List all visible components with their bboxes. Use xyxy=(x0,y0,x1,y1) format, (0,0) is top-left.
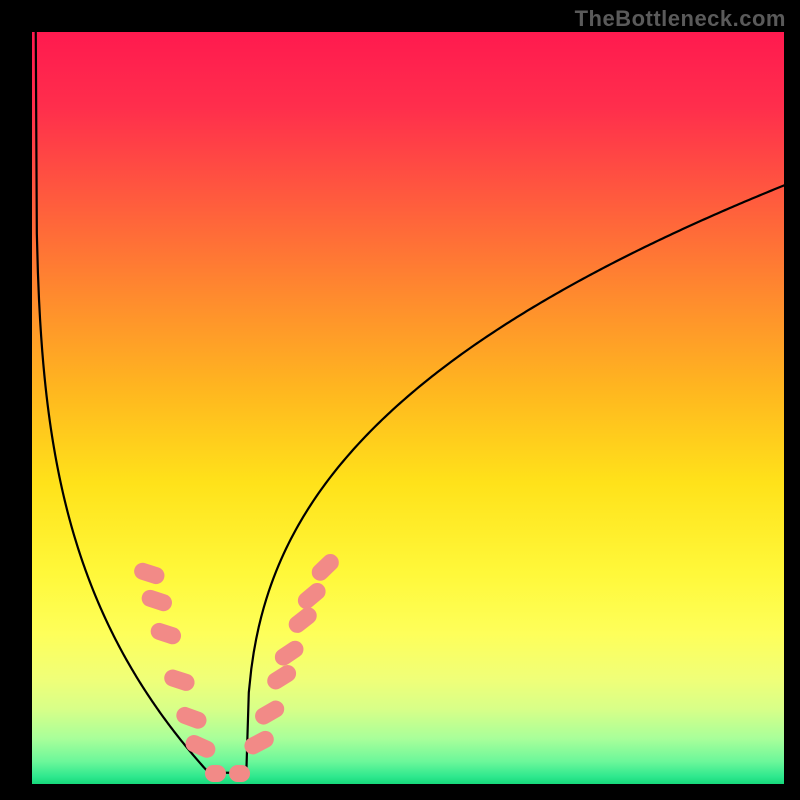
plot-svg xyxy=(32,32,784,784)
watermark-text: TheBottleneck.com xyxy=(575,6,786,32)
curve-marker xyxy=(230,765,250,781)
curve-marker xyxy=(205,765,225,781)
plot-area xyxy=(32,32,784,784)
chart-root: TheBottleneck.com xyxy=(0,0,800,800)
gradient-background xyxy=(32,32,784,784)
